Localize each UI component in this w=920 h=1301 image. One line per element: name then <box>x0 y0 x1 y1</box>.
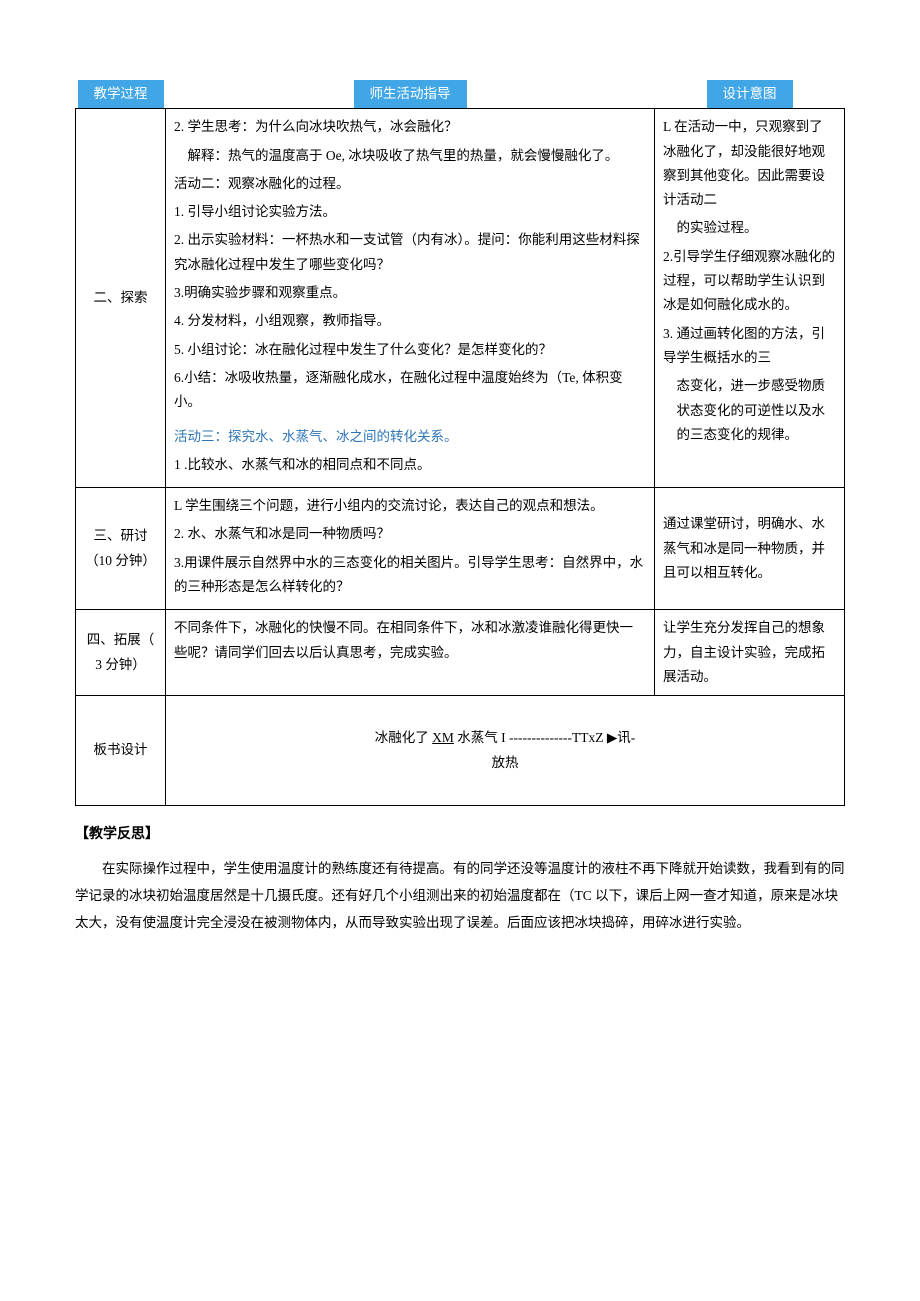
explore-act2-2: 2. 出示实验材料：一杯热水和一支试管（内有冰）。提问：你能利用这些材料探究冰融… <box>174 228 646 277</box>
discuss-label-l2: （10 分钟） <box>84 549 157 573</box>
explore-i2: 2.引导学生仔细观察冰融化的过程，可以帮助学生认识到冰是如何融化成水的。 <box>663 245 836 318</box>
header-activity-wrap: 师生活动指导 <box>166 80 655 109</box>
board-l1-mid: 水蒸气 I --------------TTxZ ▶讯- <box>454 730 635 745</box>
reflection-heading: 【教学反思】 <box>75 822 845 847</box>
discuss-label-l1: 三、研讨 <box>84 524 157 548</box>
extend-label: 四、拓展（ 3 分钟） <box>76 610 166 696</box>
row-explore: 二、探索 2. 学生思考：为什么向冰块吹热气，冰会融化？ 解释：热气的温度高于 … <box>76 109 845 488</box>
header-intent: 设计意图 <box>707 80 793 108</box>
discuss-intent: 通过课堂研讨，明确水、水蒸气和冰是同一种物质，并且可以相互转化。 <box>655 488 845 610</box>
board-line1: 冰融化了 XM 水蒸气 I --------------TTxZ ▶讯- <box>174 726 836 750</box>
explore-act3-1: 1 .比较水、水蒸气和冰的相同点和不同点。 <box>174 453 646 477</box>
lesson-plan-table: 教学过程 师生活动指导 设计意图 二、探索 2. 学生思考：为什么向冰块吹热气，… <box>75 80 845 806</box>
explore-act2-6: 6.小结：冰吸收热量，逐渐融化成水，在融化过程中温度始终为（Te, 体积变小。 <box>174 366 646 415</box>
explore-activity: 2. 学生思考：为什么向冰块吹热气，冰会融化？ 解释：热气的温度高于 Oe, 冰… <box>166 109 655 488</box>
extend-activity: 不同条件下，冰融化的快慢不同。在相同条件下，冰和冰激凌谁融化得更快一些呢？请同学… <box>166 610 655 696</box>
extend-intent: 让学生充分发挥自己的想象力，自主设计实验，完成拓展活动。 <box>655 610 845 696</box>
row-discuss: 三、研讨 （10 分钟） L 学生围绕三个问题，进行小组内的交流讨论，表达自己的… <box>76 488 845 610</box>
discuss-d2: 2. 水、水蒸气和冰是同一种物质吗？ <box>174 522 646 546</box>
table-header-row: 教学过程 师生活动指导 设计意图 <box>76 80 845 109</box>
board-l1-underline: XM <box>432 730 454 745</box>
explore-i1b: 的实验过程。 <box>663 216 836 240</box>
explore-act2-title: 活动二：观察冰融化的过程。 <box>174 172 646 196</box>
explore-act3-title: 活动三：探究水、水蒸气、冰之间的转化关系。 <box>174 425 646 449</box>
explore-act2-3: 3.明确实验步骤和观察重点。 <box>174 281 646 305</box>
explore-act2-4: 4. 分发材料，小组观察，教师指导。 <box>174 309 646 333</box>
header-process: 教学过程 <box>78 80 164 108</box>
discuss-d1: L 学生围绕三个问题，进行小组内的交流讨论，表达自己的观点和想法。 <box>174 494 646 518</box>
explore-i1: L 在活动一中，只观察到了冰融化了，却没能很好地观察到其他变化。因此需要设计活动… <box>663 115 836 212</box>
extend-label-l2: 3 分钟） <box>95 657 146 672</box>
board-line2: 放热 <box>174 751 836 775</box>
explore-label: 二、探索 <box>76 109 166 488</box>
header-intent-wrap: 设计意图 <box>655 80 845 109</box>
board-content: 冰融化了 XM 水蒸气 I --------------TTxZ ▶讯- 放热 <box>166 696 845 806</box>
discuss-activity: L 学生围绕三个问题，进行小组内的交流讨论，表达自己的观点和想法。 2. 水、水… <box>166 488 655 610</box>
board-label: 板书设计 <box>76 696 166 806</box>
explore-act2-5: 5. 小组讨论：冰在融化过程中发生了什么变化？是怎样变化的？ <box>174 338 646 362</box>
header-process-wrap: 教学过程 <box>76 80 166 109</box>
explore-i3b: 态变化，进一步感受物质状态变化的可逆性以及水的三态变化的规律。 <box>663 374 836 447</box>
explore-a-line1: 2. 学生思考：为什么向冰块吹热气，冰会融化？ <box>174 115 646 139</box>
explore-i3: 3. 通过画转化图的方法，引导学生概括水的三 <box>663 322 836 371</box>
discuss-d3: 3.用课件展示自然界中水的三态变化的相关图片。引导学生思考：自然界中，水的三种形… <box>174 551 646 600</box>
row-board: 板书设计 冰融化了 XM 水蒸气 I --------------TTxZ ▶讯… <box>76 696 845 806</box>
board-l1-prefix: 冰融化了 <box>375 730 432 745</box>
row-extend: 四、拓展（ 3 分钟） 不同条件下，冰融化的快慢不同。在相同条件下，冰和冰激凌谁… <box>76 610 845 696</box>
explore-a-line2: 解释：热气的温度高于 Oe, 冰块吸收了热气里的热量，就会慢慢融化了。 <box>174 144 646 168</box>
header-activity: 师生活动指导 <box>354 80 467 108</box>
explore-act2-1: 1. 引导小组讨论实验方法。 <box>174 200 646 224</box>
explore-intent: L 在活动一中，只观察到了冰融化了，却没能很好地观察到其他变化。因此需要设计活动… <box>655 109 845 488</box>
discuss-label: 三、研讨 （10 分钟） <box>76 488 166 610</box>
extend-label-l1: 四、拓展（ <box>87 632 155 647</box>
reflection-body: 在实际操作过程中，学生使用温度计的熟练度还有待提高。有的同学还没等温度计的液柱不… <box>75 855 845 936</box>
